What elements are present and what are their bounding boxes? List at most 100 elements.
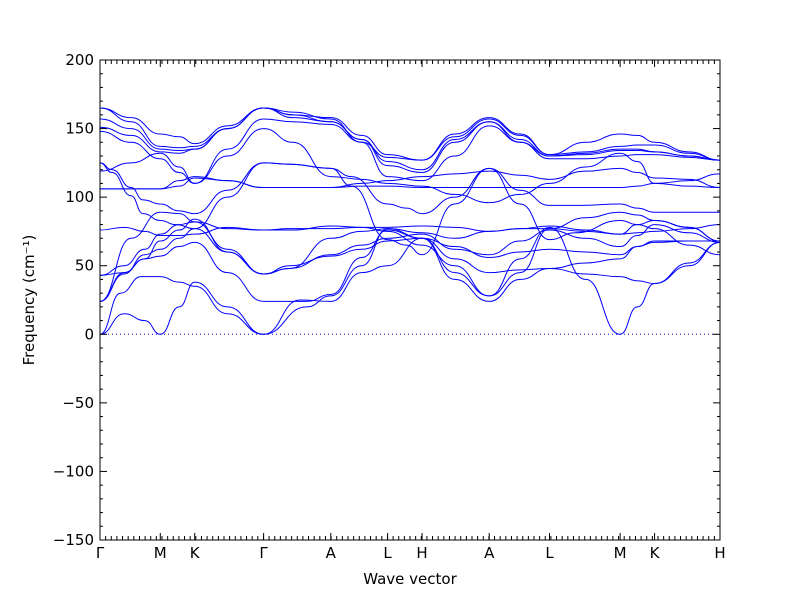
band-line-9	[654, 228, 721, 256]
y-tick-label: 150	[65, 120, 94, 138]
band-line-32	[489, 267, 550, 302]
band-line-158	[489, 117, 550, 156]
band-line-161	[654, 144, 721, 161]
band-line-64	[160, 221, 195, 235]
band-line-26	[619, 283, 655, 335]
x-tick-label: K	[190, 544, 201, 562]
x-axis-label: Wave vector	[363, 570, 457, 588]
band-line-0	[99, 162, 161, 221]
band-line-13	[330, 167, 388, 205]
band-line-40	[422, 237, 490, 274]
band-line-144	[99, 107, 161, 135]
band-line-23	[421, 237, 490, 297]
x-tick-label: L	[545, 544, 554, 562]
band-line-130	[421, 121, 490, 173]
band-line-38	[194, 241, 264, 302]
band-line-54	[99, 240, 161, 276]
band-line-21	[160, 281, 264, 335]
band-line-10	[99, 162, 161, 205]
band-line-73	[160, 233, 195, 237]
band-line-65	[194, 221, 264, 275]
band-line-102	[263, 176, 423, 189]
band-line-63	[99, 233, 161, 276]
band-line-118	[160, 158, 195, 184]
band-line-139	[421, 121, 490, 171]
band-line-34	[620, 276, 655, 285]
band-line-70	[620, 219, 655, 235]
x-tick-label: A	[484, 544, 495, 562]
band-line-117	[99, 130, 161, 160]
band-line-107	[654, 177, 721, 189]
band-line-79	[620, 230, 655, 235]
band-line-154	[160, 145, 195, 149]
band-line-140	[489, 121, 550, 157]
band-line-111	[263, 128, 423, 187]
band-line-29	[160, 276, 264, 335]
band-line-1	[160, 219, 195, 230]
band-line-7	[549, 219, 621, 241]
band-line-147	[263, 107, 423, 161]
band-line-97	[620, 182, 655, 189]
band-line-24	[489, 226, 550, 297]
band-line-84	[263, 225, 423, 246]
band-line-31	[421, 237, 490, 302]
band-line-48	[263, 237, 423, 275]
y-tick-label: 50	[75, 257, 94, 275]
band-line-146	[194, 107, 264, 145]
band-line-82	[160, 211, 195, 223]
band-line-123	[549, 155, 621, 160]
band-line-2	[194, 162, 331, 230]
band-line-105	[549, 167, 621, 180]
band-line-83	[194, 221, 264, 231]
band-line-51	[549, 248, 621, 256]
x-tick-label: L	[383, 544, 392, 562]
x-tick-label: K	[650, 544, 661, 562]
band-line-151	[620, 133, 655, 143]
band-line-135	[99, 118, 161, 150]
band-line-126	[99, 126, 161, 153]
band-line-72	[99, 226, 161, 237]
band-line-39	[263, 229, 423, 302]
band-line-67	[422, 230, 490, 239]
band-line-46	[160, 228, 195, 250]
y-tick-label: −100	[53, 462, 94, 480]
band-line-85	[422, 244, 490, 297]
band-line-114	[549, 152, 621, 184]
band-line-136	[160, 148, 195, 152]
band-line-12	[194, 162, 331, 215]
band-line-61	[620, 224, 655, 248]
y-tick-label: −150	[53, 531, 94, 549]
band-line-80	[654, 224, 721, 232]
y-tick-label: −50	[62, 394, 94, 412]
band-line-155	[194, 107, 264, 147]
band-line-141	[549, 148, 621, 157]
band-line-28	[99, 276, 161, 335]
x-tick-label: M	[154, 544, 167, 562]
band-line-112	[422, 185, 490, 204]
tick-layer	[99, 59, 721, 541]
band-line-35	[654, 241, 721, 285]
band-line-109	[160, 152, 195, 184]
band-line-104	[489, 170, 550, 180]
band-line-52	[620, 240, 655, 256]
band-line-16	[489, 167, 550, 206]
band-line-37	[160, 241, 195, 257]
band-line-75	[263, 225, 423, 231]
band-line-115	[620, 152, 655, 184]
band-line-159	[549, 145, 621, 156]
band-line-88	[620, 211, 655, 221]
band-line-49	[422, 237, 490, 258]
y-tick-label: 200	[65, 51, 94, 69]
band-line-42	[549, 258, 621, 269]
band-line-81	[99, 211, 161, 302]
band-line-110	[194, 128, 264, 184]
x-tick-label: H	[714, 544, 725, 562]
band-line-76	[422, 225, 490, 232]
band-line-27	[654, 241, 721, 285]
band-line-55	[160, 218, 195, 242]
band-line-89	[654, 219, 721, 242]
band-line-150	[549, 133, 621, 156]
y-tick-label: 100	[65, 188, 94, 206]
